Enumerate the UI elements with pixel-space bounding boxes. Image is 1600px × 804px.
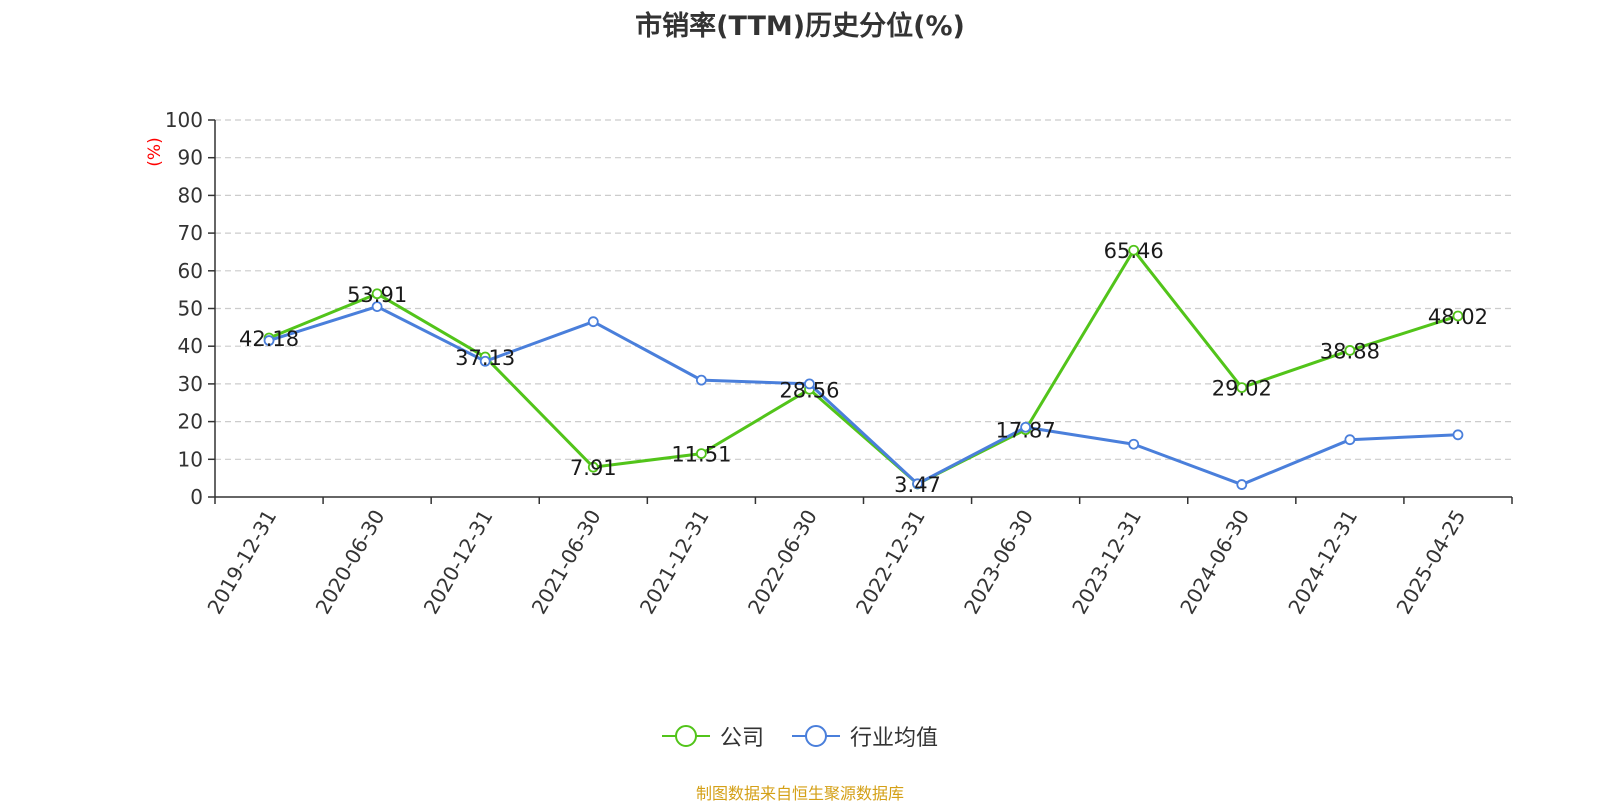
data-label: 65.46 [1104, 239, 1164, 263]
series-lines [263, 244, 1464, 490]
data-label: 38.88 [1320, 339, 1380, 363]
data-point [695, 374, 707, 386]
data-labels: 42.18 53.91 37.13 7.91 11.51 28.56 3.47 17.87 65… [239, 239, 1488, 497]
legend-item-industry[interactable]: 行业均值 [792, 720, 938, 752]
y-tick-label: 90 [178, 146, 203, 170]
legend: 公司 行业均值 [0, 720, 1600, 752]
y-tick-label: 60 [178, 259, 203, 283]
legend-item-company[interactable]: 公司 [661, 720, 764, 752]
data-point [912, 478, 923, 490]
x-tick-label: 2025-04-25 [1391, 506, 1470, 619]
data-point [1128, 438, 1140, 450]
data-label: 29.02 [1212, 377, 1272, 401]
data-point [587, 461, 599, 473]
series-line-company [268, 248, 1459, 486]
chart-title: 市销率(TTM)历史分位(%) [635, 11, 965, 42]
source-note: 制图数据来自恒生聚源数据库 [695, 784, 904, 803]
data-label: 3.47 [894, 473, 941, 497]
x-tick-label: 2023-06-30 [959, 506, 1038, 619]
data-label: 7.91 [570, 456, 617, 480]
data-label: 28.56 [779, 378, 839, 402]
data-point [1236, 479, 1248, 490]
data-point [263, 335, 275, 346]
x-tick-label: 2022-06-30 [743, 506, 822, 619]
y-tick-label: 0 [190, 485, 203, 509]
grid-lines [215, 119, 1512, 460]
y-tick-label: 70 [178, 221, 203, 245]
legend-label-company: 公司 [719, 726, 764, 751]
data-label: 37.13 [455, 346, 515, 370]
data-point [371, 288, 383, 300]
x-tick-label: 2021-12-31 [635, 506, 714, 619]
y-tick-label: 10 [178, 447, 203, 471]
x-tick-label: 2019-12-31 [202, 506, 281, 619]
legend-company-marker-icon [661, 725, 710, 747]
data-point [1236, 382, 1248, 393]
data-point [371, 301, 383, 313]
data-point [587, 316, 599, 328]
data-label: 17.87 [996, 419, 1056, 443]
x-tick-label: 2024-06-30 [1175, 506, 1254, 619]
x-tick-label: 2021-06-30 [527, 506, 606, 619]
data-label: 53.91 [347, 283, 407, 307]
data-point [1452, 429, 1464, 441]
data-label: 11.51 [671, 443, 731, 467]
x-tick-label: 2023-12-31 [1067, 506, 1146, 619]
data-point [1128, 244, 1140, 256]
legend-label-industry: 行业均值 [850, 726, 939, 751]
x-tick-label: 2022-12-31 [851, 506, 930, 619]
y-tick-label: 50 [178, 297, 203, 321]
x-tick-label: 2024-12-31 [1283, 506, 1362, 619]
data-point [695, 448, 707, 460]
x-tick-label: 2020-06-30 [311, 506, 390, 619]
data-point [1452, 310, 1464, 322]
y-tick-label: 20 [178, 410, 203, 434]
y-tick-label: 30 [178, 372, 203, 396]
x-tick-label: 2020-12-31 [419, 506, 498, 619]
series-line-industry [268, 305, 1459, 487]
data-point [1344, 345, 1356, 356]
legend-industry-marker-icon [792, 725, 840, 747]
data-point [804, 378, 815, 390]
y-tick-label: 100 [165, 108, 203, 132]
data-point [1020, 421, 1032, 433]
data-point [1344, 434, 1356, 446]
y-tick-label: 80 [178, 183, 203, 207]
data-label: 48.02 [1428, 305, 1488, 329]
data-label: 42.18 [239, 327, 299, 351]
y-tick-label: 40 [178, 334, 203, 358]
y-axis-label: (%) [145, 137, 165, 166]
data-point [479, 355, 491, 367]
